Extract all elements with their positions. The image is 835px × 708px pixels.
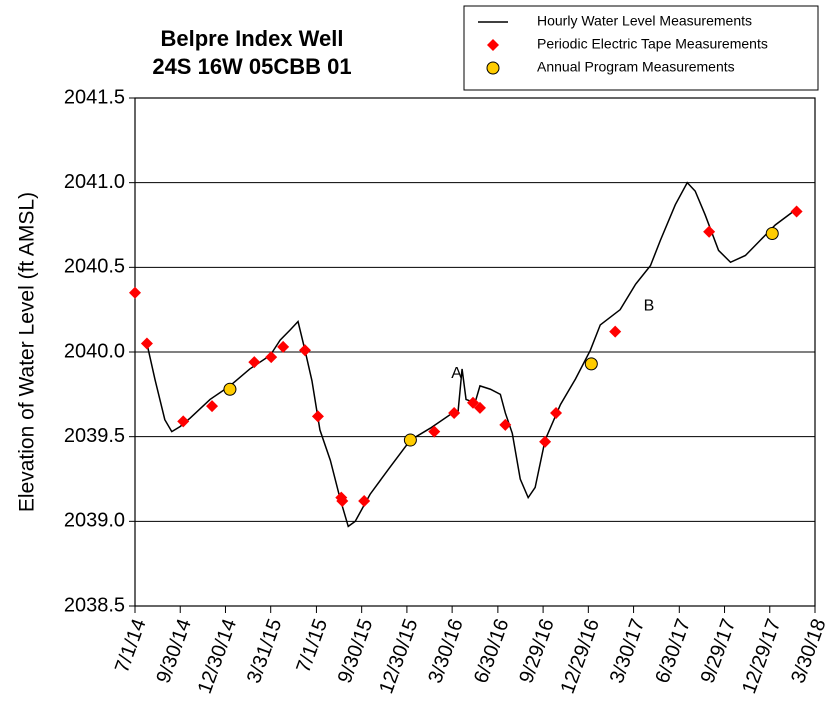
diamond-marker — [248, 356, 261, 369]
annotation: B — [644, 297, 655, 314]
y-tick-label: 2038.5 — [64, 594, 125, 616]
x-tick-label: 9/29/17 — [697, 616, 740, 686]
circle-marker — [765, 226, 779, 240]
circle-marker — [223, 382, 237, 396]
diamond-marker — [265, 351, 278, 364]
circle-marker — [403, 433, 417, 447]
x-tick-label: 12/29/16 — [557, 616, 604, 697]
legend-label: Hourly Water Level Measurements — [537, 13, 752, 29]
diamond-marker — [299, 344, 311, 357]
diamond-marker — [467, 396, 480, 409]
x-tick-label: 12/30/15 — [375, 616, 422, 697]
plot-frame — [134, 97, 816, 607]
diamond-marker — [703, 225, 716, 238]
y-tick-label: 2041.5 — [64, 86, 125, 108]
y-tick-label: 2041.0 — [64, 171, 125, 193]
diamond-marker — [609, 325, 622, 338]
legend-label: Annual Program Measurements — [537, 59, 735, 75]
diamond-marker — [790, 205, 803, 218]
x-tick-label: 3/31/15 — [243, 616, 286, 686]
diamond-marker — [336, 495, 349, 508]
diamond-marker — [140, 337, 153, 350]
x-tick-label: 6/30/17 — [651, 616, 694, 686]
diamond-marker — [473, 401, 486, 414]
x-tick-label: 9/30/14 — [152, 616, 195, 686]
x-tick-label: 7/1/15 — [292, 616, 332, 676]
legend-diamond — [487, 39, 499, 51]
annotation: A — [451, 365, 462, 382]
diamond-marker — [448, 406, 461, 419]
x-tick-label: 9/30/15 — [334, 616, 377, 686]
x-tick-label: 3/30/17 — [606, 616, 649, 686]
diamond-marker — [311, 410, 324, 423]
diamond-marker — [428, 425, 441, 438]
diamond-marker — [550, 406, 563, 419]
legend-box — [463, 5, 819, 91]
x-tick-label: 7/1/14 — [111, 616, 151, 676]
diamond-marker — [539, 435, 552, 448]
legend-circle — [486, 61, 500, 75]
x-tick-label: 6/30/16 — [470, 616, 513, 686]
diamond-marker — [277, 340, 290, 353]
chart-title: Belpre Index Well — [161, 26, 344, 51]
y-tick-label: 2040.5 — [64, 256, 125, 278]
y-tick-label: 2039.5 — [64, 425, 125, 447]
water-level-line — [146, 181, 797, 528]
diamond-marker — [358, 495, 371, 508]
y-tick-label: 2040.0 — [64, 340, 125, 362]
x-tick-label: 12/30/14 — [194, 616, 241, 697]
diamond-marker — [206, 400, 219, 413]
x-tick-label: 12/29/17 — [738, 616, 785, 697]
legend-label: Periodic Electric Tape Measurements — [537, 36, 768, 52]
x-tick-label: 3/30/16 — [424, 616, 467, 686]
diamond-marker — [129, 286, 141, 299]
y-tick-label: 2039.0 — [64, 510, 125, 532]
y-axis-label: Elevation of Water Level (ft AMSL) — [16, 192, 39, 512]
x-tick-label: 9/29/16 — [515, 616, 558, 686]
x-tick-label: 3/30/18 — [787, 616, 830, 686]
chart-title: 24S 16W 05CBB 01 — [152, 54, 351, 79]
diamond-marker — [177, 415, 190, 428]
circle-marker — [584, 357, 598, 371]
diamond-marker — [499, 418, 512, 431]
